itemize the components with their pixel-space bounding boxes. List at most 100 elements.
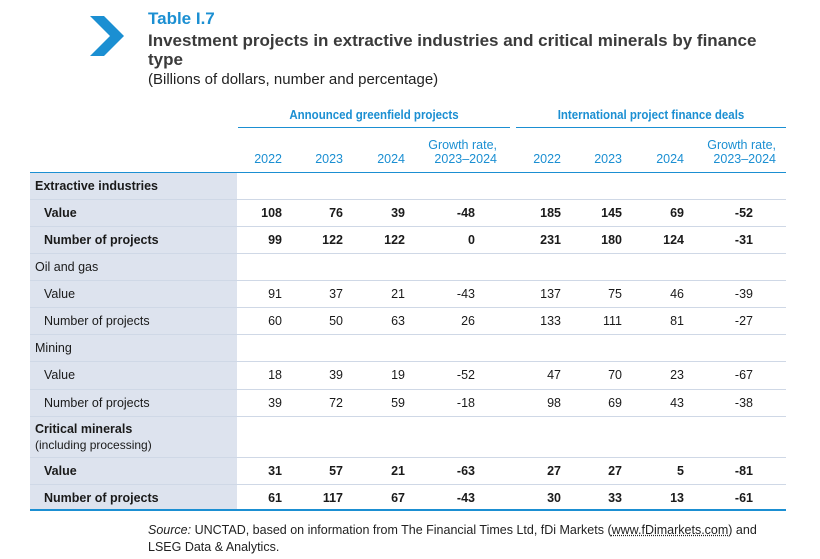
group-header-finance: International project finance deals [557, 108, 745, 122]
table-cell: 98 [547, 396, 561, 410]
table-cell: -31 [734, 233, 753, 247]
table-subtitle: (Billions of dollars, number and percent… [148, 71, 439, 88]
row-label-projects: Number of projects [44, 396, 150, 410]
table-cell: 5 [677, 464, 684, 478]
table-cell: 124 [663, 233, 684, 247]
table-cell: -38 [734, 396, 753, 410]
table-cell: 27 [547, 464, 561, 478]
table-cell: 0 [468, 233, 475, 247]
table-cell: 50 [329, 314, 343, 328]
table-cell: 67 [391, 491, 405, 505]
col-growth-line2: 2023–2024 [713, 152, 776, 166]
col-growth-finance: Growth rate, 2023–2024 [676, 138, 776, 166]
table-cell: 76 [329, 206, 343, 220]
table-cell: 27 [608, 464, 622, 478]
col-2022-finance: 2022 [533, 152, 561, 166]
table-cell: 46 [670, 287, 684, 301]
row-divider [30, 484, 786, 485]
row-divider [30, 416, 786, 417]
table-cell: -67 [734, 368, 753, 382]
table-cell: 39 [391, 206, 405, 220]
chevron-arrow-icon [90, 16, 124, 56]
table-cell: -52 [456, 368, 475, 382]
source-link[interactable]: www.fDimarkets.com [611, 523, 729, 537]
table-cell: 108 [261, 206, 282, 220]
table-cell: 19 [391, 368, 405, 382]
table-cell: 72 [329, 396, 343, 410]
table-cell: -52 [734, 206, 753, 220]
table-cell: 185 [540, 206, 561, 220]
table-title: Investment projects in extractive indust… [148, 31, 757, 69]
table-cell: -63 [456, 464, 475, 478]
table-cell: -39 [734, 287, 753, 301]
table-cell: 23 [670, 368, 684, 382]
row-divider [30, 280, 786, 281]
row-divider [30, 334, 786, 335]
table-cell: -81 [734, 464, 753, 478]
section-sublabel-critical-minerals: (including processing) [35, 438, 152, 452]
table-cell: -43 [456, 287, 475, 301]
col-2023-finance: 2023 [594, 152, 622, 166]
table-cell: -27 [734, 314, 753, 328]
table-cell: 69 [608, 396, 622, 410]
row-divider [30, 389, 786, 390]
row-divider [30, 457, 786, 458]
source-prefix: Source: [148, 523, 192, 537]
table-cell: 70 [608, 368, 622, 382]
table-cell: 122 [384, 233, 405, 247]
table-cell: 81 [670, 314, 684, 328]
source-text-end: ) and LSEG Data & Analytics. [148, 523, 757, 554]
group-underline-greenfield [238, 127, 510, 128]
table-cell: 69 [670, 206, 684, 220]
group-header-greenfield: Announced greenfield projects [289, 108, 459, 122]
table-cell: 39 [329, 368, 343, 382]
col-growth-line1: Growth rate, [428, 138, 497, 152]
source-text: UNCTAD, based on information from The Fi… [191, 523, 612, 537]
col-growth-line1: Growth rate, [707, 138, 776, 152]
section-label-oil-gas: Oil and gas [35, 260, 99, 274]
table-cell: 47 [547, 368, 561, 382]
table-cell: 61 [268, 491, 282, 505]
table-cell: 39 [268, 396, 282, 410]
table-cell: 99 [268, 233, 282, 247]
table-cell: 37 [329, 287, 343, 301]
section-label-mining: Mining [35, 341, 72, 355]
table-bottom-rule [30, 509, 786, 511]
source-note: Source: UNCTAD, based on information fro… [148, 522, 788, 556]
row-label-value: Value [44, 368, 76, 382]
group-underline-finance [516, 127, 786, 128]
table-cell: 180 [601, 233, 622, 247]
row-divider [30, 226, 786, 227]
row-label-value: Value [44, 287, 76, 301]
table-cell: -48 [456, 206, 475, 220]
table-cell: 231 [540, 233, 561, 247]
table-cell: 26 [461, 314, 475, 328]
table-cell: 133 [540, 314, 561, 328]
table-cell: 60 [268, 314, 282, 328]
table-cell: 33 [608, 491, 622, 505]
table-cell: 75 [608, 287, 622, 301]
col-2024-greenfield: 2024 [377, 152, 405, 166]
table-cell: 111 [602, 314, 622, 328]
table-cell: 91 [268, 287, 282, 301]
row-label-projects: Number of projects [44, 314, 150, 328]
table-cell: 117 [322, 491, 343, 505]
table-cell: 59 [391, 396, 405, 410]
row-divider [30, 253, 786, 254]
table-cell: 21 [391, 287, 405, 301]
table-cell: -61 [734, 491, 753, 505]
table-cell: 43 [670, 396, 684, 410]
table-cell: 21 [391, 464, 405, 478]
table-cell: 18 [268, 368, 282, 382]
table-cell: 63 [391, 314, 405, 328]
row-divider [30, 307, 786, 308]
row-divider [30, 361, 786, 362]
section-label-critical-minerals: Critical minerals [35, 422, 133, 436]
table-top-rule [30, 172, 786, 173]
table-cell: 145 [601, 206, 622, 220]
col-growth-line2: 2023–2024 [434, 152, 497, 166]
col-2023-greenfield: 2023 [315, 152, 343, 166]
row-label-projects: Number of projects [44, 491, 159, 505]
col-2024-finance: 2024 [656, 152, 684, 166]
row-label-value: Value [44, 464, 77, 478]
